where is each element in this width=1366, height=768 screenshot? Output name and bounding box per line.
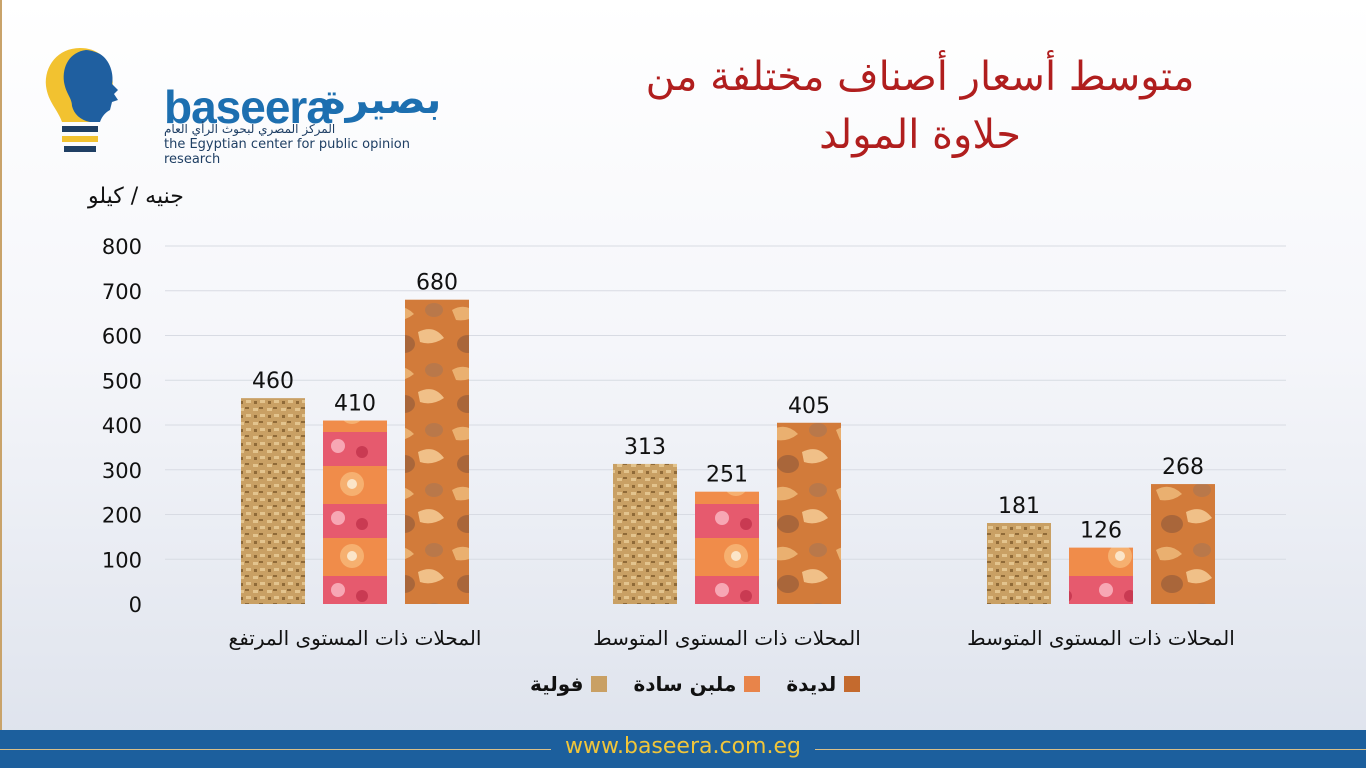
legend: فولية ملبن سادة لديدة (530, 672, 861, 696)
y-tick-label: 400 (102, 414, 142, 438)
bar-value-label: 460 (252, 369, 294, 394)
footer-url[interactable]: www.baseera.com.eg (551, 734, 815, 759)
y-tick-label: 300 (102, 459, 142, 483)
footer-rule-left (0, 749, 560, 750)
bars (241, 299, 1215, 604)
bar-chart: 0 100 200 300 400 500 600 700 800 460 410 680 313 25… (102, 235, 1286, 650)
bar (777, 422, 841, 604)
logo-arabic-name: بصيرة (322, 77, 442, 123)
y-axis-label: جنيه / كيلو (88, 184, 184, 209)
x-category-label: المحلات ذات المستوى المتوسط (967, 626, 1235, 650)
bar-value-label: 251 (706, 463, 748, 488)
legend-item-malban: ملبن سادة (633, 672, 761, 696)
logo-subtitle-english: the Egyptian center for public opinion r… (164, 137, 410, 167)
bar (695, 491, 759, 604)
page-title: متوسط أسعار أصناف مختلفة من حلاوة المولد (520, 48, 1320, 164)
legend-item-ladida: لديدة (786, 672, 861, 696)
title-line-1: متوسط أسعار أصناف مختلفة من (645, 54, 1195, 100)
footer-rule-right (806, 749, 1366, 750)
title-line-2: حلاوة المولد (819, 112, 1021, 158)
bar (1151, 484, 1215, 604)
y-tick-label: 200 (102, 504, 142, 528)
bar-value-label: 181 (998, 494, 1040, 519)
y-axis-ticks: 0 100 200 300 400 500 600 700 800 (102, 235, 142, 617)
footer-bar: www.baseera.com.eg (0, 730, 1366, 768)
logo-subtitle-arabic: المركز المصري لبحوث الرأي العام (164, 122, 336, 136)
left-edge-line (0, 0, 2, 730)
y-tick-label: 600 (102, 325, 142, 349)
bar (323, 420, 387, 604)
y-tick-label: 0 (129, 593, 142, 617)
x-category-label: المحلات ذات المستوى المرتفع (229, 626, 482, 650)
data-labels: 460 410 680 313 251 405 181 126 268 (252, 271, 1204, 544)
logo-wordmark: baseera (164, 81, 332, 133)
bar (241, 398, 305, 604)
legend-swatch-ladida (844, 676, 861, 692)
bar (405, 299, 469, 604)
bar-value-label: 268 (1162, 455, 1204, 480)
lightbulb-head-icon (45, 48, 118, 152)
baseera-logo: baseera بصيرة المركز المصري لبحوث الرأي … (40, 44, 470, 167)
legend-swatch-malban (744, 676, 761, 692)
bar (987, 523, 1051, 604)
x-axis-labels: المحلات ذات المستوى المرتفع المحلات ذات ا… (229, 626, 1235, 650)
legend-label-malban: ملبن سادة (633, 672, 737, 696)
y-tick-label: 100 (102, 548, 142, 572)
bar-value-label: 126 (1080, 519, 1122, 544)
y-tick-label: 700 (102, 280, 142, 304)
bar-value-label: 680 (416, 271, 458, 296)
bar-value-label: 410 (334, 392, 376, 417)
y-tick-label: 500 (102, 369, 142, 393)
bar-value-label: 405 (788, 394, 830, 419)
bar (613, 463, 677, 604)
bar-value-label: 313 (624, 435, 666, 460)
bar (1069, 547, 1133, 604)
x-category-label: المحلات ذات المستوى المتوسط (593, 626, 861, 650)
legend-label-ladida: لديدة (786, 672, 837, 696)
legend-swatch-foulia (591, 676, 608, 692)
legend-item-foulia: فولية (530, 672, 608, 696)
legend-label-foulia: فولية (530, 672, 584, 696)
y-tick-label: 800 (102, 235, 142, 259)
